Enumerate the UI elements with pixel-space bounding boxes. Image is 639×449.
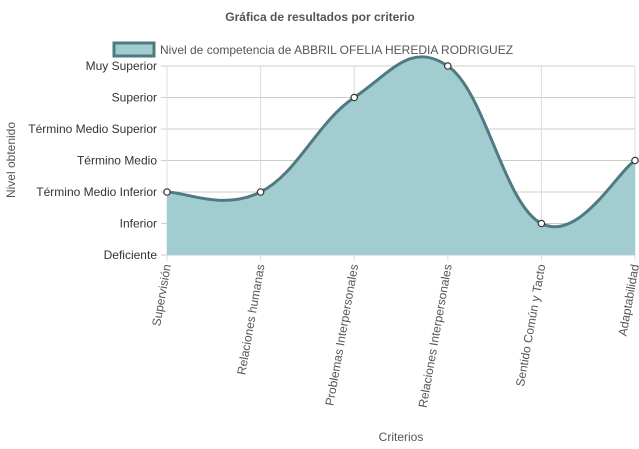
data-point[interactable] bbox=[350, 93, 359, 102]
data-point[interactable] bbox=[537, 219, 546, 228]
y-tick-label: Término Medio Superior bbox=[28, 122, 157, 136]
data-point[interactable] bbox=[163, 188, 171, 196]
y-axis-ticks: Deficiente Inferior Término Medio Inferior… bbox=[28, 59, 157, 262]
data-point[interactable] bbox=[443, 62, 452, 70]
legend-swatch bbox=[112, 41, 156, 58]
data-point[interactable] bbox=[256, 188, 265, 196]
x-tick-label: Relaciones humanas bbox=[234, 263, 267, 376]
x-tick-label: Supervisión bbox=[149, 263, 174, 327]
legend-label: Nivel de competencia de ABBRIL OFELIA HE… bbox=[160, 43, 513, 57]
plot-area bbox=[166, 55, 636, 255]
y-tick-label: Término Medio Inferior bbox=[36, 185, 157, 199]
y-tick-label: Término Medio bbox=[77, 154, 157, 168]
x-axis-title: Criterios bbox=[379, 430, 424, 444]
y-tick-label: Inferior bbox=[120, 217, 157, 231]
x-tick-label: Problemas Interpersonales bbox=[322, 263, 361, 407]
y-tick-label: Muy Superior bbox=[86, 59, 157, 73]
x-axis-ticks: Supervisión Relaciones humanas Problemas I… bbox=[149, 263, 639, 409]
x-tick-label: Adaptabilidad bbox=[616, 263, 639, 337]
data-points bbox=[163, 62, 639, 228]
y-axis-title: Nivel obtenido bbox=[4, 122, 18, 198]
series-area bbox=[167, 56, 635, 255]
data-point[interactable] bbox=[631, 156, 639, 165]
chart-title: Gráfica de resultados por criterio bbox=[225, 10, 414, 24]
y-tick-label: Deficiente bbox=[104, 248, 158, 262]
y-tick-label: Superior bbox=[112, 91, 157, 105]
x-tick-label: Sentido Común y Tacto bbox=[513, 263, 548, 388]
x-tick-label: Relaciones Interpersonales bbox=[416, 263, 455, 409]
legend[interactable]: Nivel de competencia de ABBRIL OFELIA HE… bbox=[112, 41, 513, 58]
